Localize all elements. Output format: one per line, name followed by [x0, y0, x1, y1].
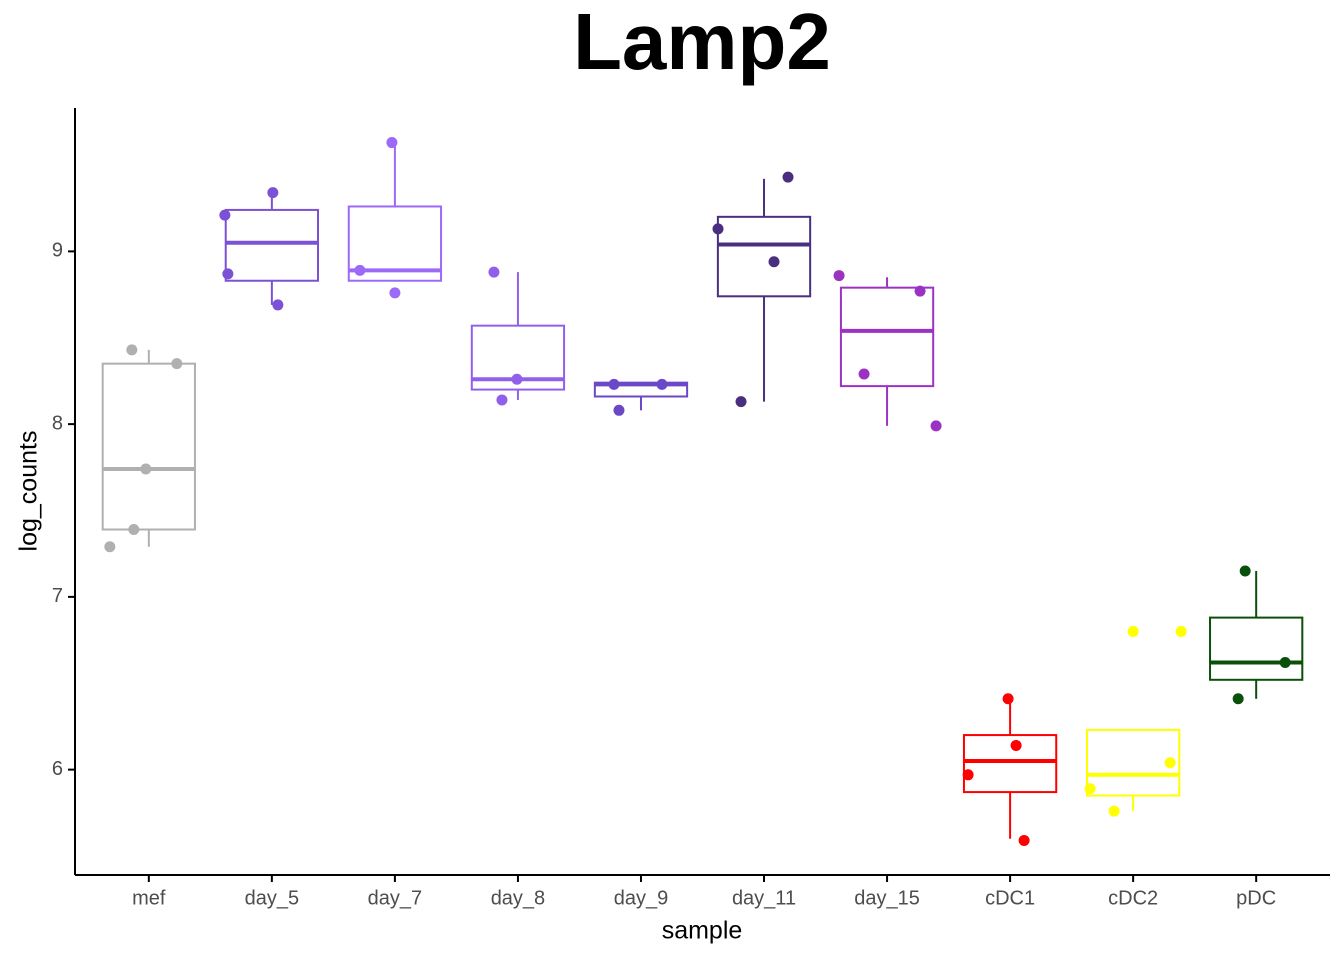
point — [1164, 757, 1176, 769]
point — [833, 270, 845, 282]
box — [1085, 728, 1181, 797]
point — [1127, 625, 1139, 637]
point — [768, 256, 780, 268]
point — [171, 358, 183, 370]
point — [1018, 834, 1030, 846]
point — [140, 463, 152, 475]
point — [1239, 565, 1251, 577]
point — [128, 524, 140, 536]
x-tick-label: cDC1 — [985, 887, 1035, 909]
y-tick-label: 7 — [52, 585, 63, 607]
point — [496, 394, 508, 406]
point — [267, 187, 279, 199]
box — [101, 362, 196, 531]
x-tick-label: day_5 — [245, 887, 300, 909]
y-axis-label: log_counts — [15, 431, 43, 552]
point — [613, 404, 625, 416]
x-tick-label: day_9 — [614, 887, 669, 909]
point — [656, 378, 668, 390]
point — [126, 344, 138, 356]
point — [104, 541, 116, 553]
box — [962, 734, 1058, 794]
point — [354, 264, 366, 276]
x-axis-label: sample — [662, 917, 743, 945]
x-tick-label: pDC — [1236, 887, 1276, 909]
x-tick-label: day_11 — [732, 887, 796, 909]
point — [1279, 657, 1291, 669]
x-tick-label: day_8 — [491, 887, 546, 909]
box — [224, 208, 320, 282]
y-tick-label: 9 — [52, 240, 63, 262]
point — [1010, 739, 1022, 751]
point — [1108, 805, 1120, 817]
point — [782, 171, 794, 183]
point — [858, 368, 870, 380]
box — [839, 286, 935, 388]
y-tick-label: 6 — [52, 758, 63, 780]
x-tick-label: day_15 — [854, 887, 920, 909]
point — [1175, 625, 1187, 637]
x-tick-label: cDC2 — [1108, 887, 1158, 909]
point — [272, 299, 284, 311]
point — [962, 769, 974, 781]
point — [389, 287, 401, 299]
point — [1002, 693, 1014, 705]
point — [930, 420, 942, 432]
box — [716, 215, 812, 298]
point — [511, 373, 523, 385]
point — [608, 378, 620, 390]
point — [219, 209, 231, 221]
y-tick-label: 8 — [52, 412, 63, 434]
point — [914, 285, 926, 297]
point — [386, 137, 398, 149]
x-tick-label: mef — [132, 887, 166, 909]
point — [1232, 693, 1244, 705]
x-tick-label: day_7 — [368, 887, 423, 909]
box — [1209, 616, 1304, 681]
point — [222, 268, 234, 280]
point — [1084, 783, 1096, 795]
chart-title: Lamp2 — [573, 0, 831, 86]
point — [712, 223, 724, 235]
point — [488, 266, 500, 278]
point — [735, 396, 747, 408]
